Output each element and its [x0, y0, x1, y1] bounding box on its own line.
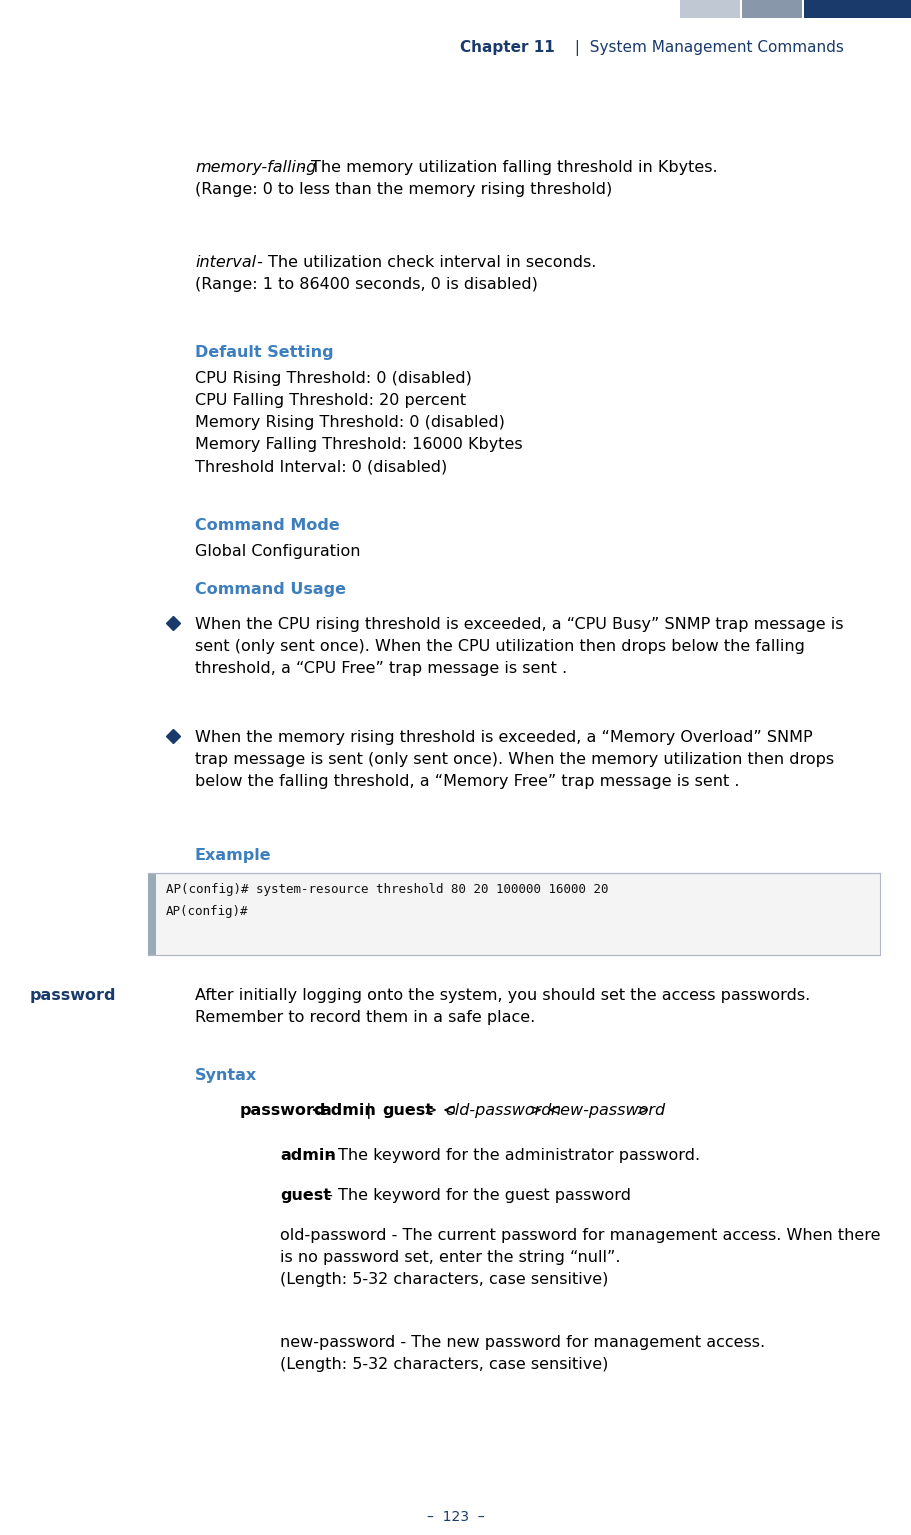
Text: |  System Management Commands: | System Management Commands — [570, 40, 844, 55]
Bar — [148, 873, 880, 955]
Text: admin: admin — [280, 1148, 336, 1164]
Text: Memory Rising Threshold: 0 (disabled): Memory Rising Threshold: 0 (disabled) — [195, 414, 505, 430]
Text: Example: Example — [195, 847, 271, 863]
Text: After initially logging onto the system, you should set the access passwords.: After initially logging onto the system,… — [195, 989, 810, 1002]
Text: <: < — [305, 1104, 324, 1117]
Text: - The keyword for the guest password: - The keyword for the guest password — [322, 1188, 631, 1203]
Text: (Length: 5-32 characters, case sensitive): (Length: 5-32 characters, case sensitive… — [280, 1357, 609, 1372]
Text: AP(config)#: AP(config)# — [166, 906, 249, 918]
Text: admin: admin — [320, 1104, 376, 1117]
Text: (Length: 5-32 characters, case sensitive): (Length: 5-32 characters, case sensitive… — [280, 1273, 609, 1286]
Text: password: password — [240, 1104, 326, 1117]
Text: |: | — [361, 1104, 376, 1119]
Text: CPU Rising Threshold: 0 (disabled): CPU Rising Threshold: 0 (disabled) — [195, 371, 472, 385]
Text: below the falling threshold, a “Memory Free” trap message is sent .: below the falling threshold, a “Memory F… — [195, 774, 740, 789]
Text: CPU Falling Threshold: 20 percent: CPU Falling Threshold: 20 percent — [195, 393, 466, 408]
Text: (Range: 1 to 86400 seconds, 0 is disabled): (Range: 1 to 86400 seconds, 0 is disable… — [195, 276, 537, 292]
Text: guest: guest — [383, 1104, 434, 1117]
Text: - The memory utilization falling threshold in Kbytes.: - The memory utilization falling thresho… — [295, 160, 718, 175]
Text: > <: > < — [424, 1104, 456, 1117]
Text: memory-falling: memory-falling — [195, 160, 316, 175]
Text: is no password set, enter the string “null”.: is no password set, enter the string “nu… — [280, 1249, 620, 1265]
Text: Global Configuration: Global Configuration — [195, 543, 361, 559]
Text: Remember to record them in a safe place.: Remember to record them in a safe place. — [195, 1010, 536, 1025]
Text: >: > — [635, 1104, 649, 1117]
Text: (Range: 0 to less than the memory rising threshold): (Range: 0 to less than the memory rising… — [195, 183, 612, 196]
Text: Chapter 11: Chapter 11 — [460, 40, 555, 55]
Text: password: password — [30, 989, 117, 1002]
Text: AP(config)# system-resource threshold 80 20 100000 16000 20: AP(config)# system-resource threshold 80… — [166, 883, 609, 896]
Bar — [804, 0, 911, 18]
Text: guest: guest — [280, 1188, 331, 1203]
Text: - The keyword for the administrator password.: - The keyword for the administrator pass… — [322, 1148, 701, 1164]
Text: interval: interval — [195, 255, 256, 270]
Text: new-password: new-password — [551, 1104, 666, 1117]
Text: threshold, a “CPU Free” trap message is sent .: threshold, a “CPU Free” trap message is … — [195, 662, 568, 675]
Text: Threshold Interval: 0 (disabled): Threshold Interval: 0 (disabled) — [195, 459, 447, 474]
Text: When the CPU rising threshold is exceeded, a “CPU Busy” SNMP trap message is: When the CPU rising threshold is exceede… — [195, 617, 844, 632]
Text: new-password - The new password for management access.: new-password - The new password for mana… — [280, 1335, 765, 1349]
Text: Command Mode: Command Mode — [195, 517, 340, 533]
Text: Command Usage: Command Usage — [195, 582, 346, 597]
Text: old-password - The current password for management access. When there: old-password - The current password for … — [280, 1228, 881, 1243]
Bar — [680, 0, 740, 18]
Bar — [148, 873, 156, 955]
Text: old-password: old-password — [445, 1104, 551, 1117]
Bar — [742, 0, 802, 18]
Text: Syntax: Syntax — [195, 1068, 257, 1084]
Text: sent (only sent once). When the CPU utilization then drops below the falling: sent (only sent once). When the CPU util… — [195, 639, 805, 654]
Text: trap message is sent (only sent once). When the memory utilization then drops: trap message is sent (only sent once). W… — [195, 752, 834, 768]
Text: –  123  –: – 123 – — [426, 1510, 485, 1524]
Text: Memory Falling Threshold: 16000 Kbytes: Memory Falling Threshold: 16000 Kbytes — [195, 437, 523, 451]
Text: Default Setting: Default Setting — [195, 345, 333, 361]
Text: > <: > < — [529, 1104, 561, 1117]
Text: When the memory rising threshold is exceeded, a “Memory Overload” SNMP: When the memory rising threshold is exce… — [195, 731, 813, 744]
Text: - The utilization check interval in seconds.: - The utilization check interval in seco… — [252, 255, 597, 270]
